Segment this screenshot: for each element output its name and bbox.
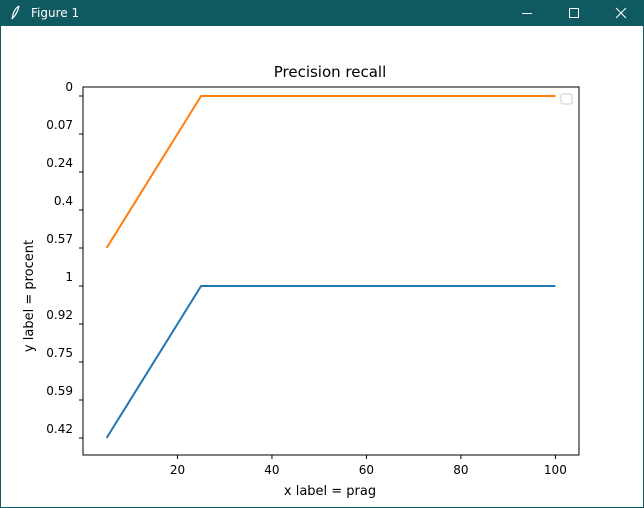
plot-frame [82,86,580,456]
window-title: Figure 1 [31,6,80,20]
series-line-2 [105,95,556,249]
minimize-button[interactable] [504,0,550,26]
y-axis-label: y label = procent [22,240,37,352]
y-tick-label: 0.59 [46,384,73,398]
y-tick-label: 1 [65,270,73,284]
x-tick-label: 60 [359,463,374,477]
y-tick-label: 0.75 [46,346,73,360]
title-bar[interactable]: Figure 1 [1,0,644,26]
legend-box [560,93,573,105]
x-tick-label: 20 [170,463,185,477]
axis-ticks: 20 40 60 80 100 0.42 0.59 0.75 0.92 1 0.57 0.4 0.24 0… [46,80,567,477]
close-icon [615,7,627,19]
series-lines [105,95,556,439]
x-tick-label: 40 [264,463,279,477]
minimize-icon [522,13,532,14]
close-button[interactable] [598,0,644,26]
y-tick-label: 0.42 [46,422,73,436]
y-tick-label: 0.07 [46,118,73,132]
y-tick-label: 0.4 [54,194,73,208]
x-tick-label: 80 [453,463,468,477]
x-tick-label: 100 [544,463,567,477]
x-axis-label: x label = prag [284,484,376,499]
line-chart: Precision recall x label = prag y label … [22,63,580,499]
series-line-1 [105,285,556,439]
maximize-icon [569,8,579,18]
y-tick-label: 0.57 [46,232,73,246]
y-tick-label: 0.24 [46,156,73,170]
y-tick-label: 0.92 [46,308,73,322]
maximize-button[interactable] [551,0,597,26]
y-tick-label: 0 [65,80,73,94]
chart-area: Precision recall x label = prag y label … [1,26,644,508]
chart-title: Precision recall [274,63,387,81]
feather-icon [10,5,24,21]
